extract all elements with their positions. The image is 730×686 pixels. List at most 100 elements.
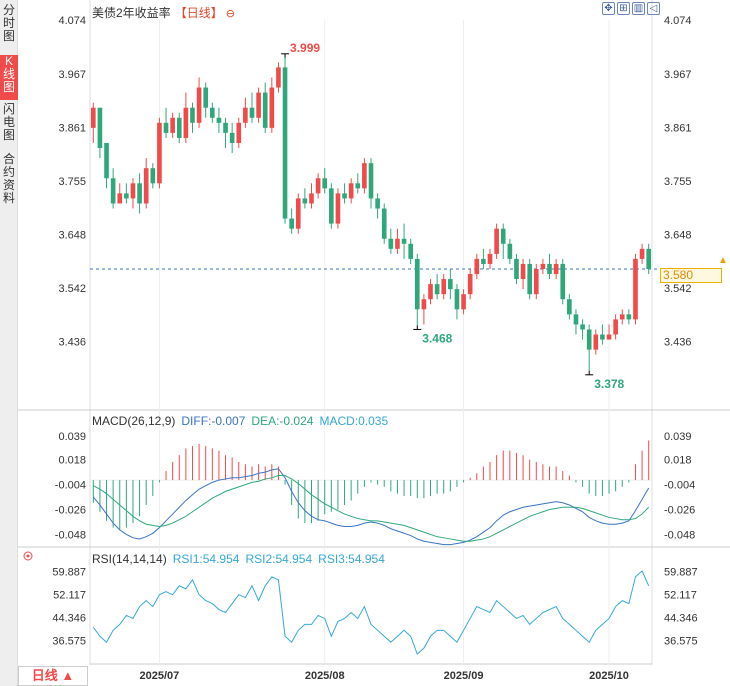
candle-body xyxy=(514,258,519,280)
tab-lightning[interactable]: 闪电图 xyxy=(2,102,15,142)
price-tick-right: 4.074 xyxy=(664,15,692,27)
candle-body xyxy=(461,294,466,310)
candle-body xyxy=(176,117,182,138)
candle-body xyxy=(163,122,169,133)
candle-body xyxy=(249,107,255,118)
period-button[interactable]: 日线 ▲ xyxy=(18,666,88,686)
tab-contract-info[interactable]: 合约资料 xyxy=(2,152,15,205)
candle-body xyxy=(329,188,334,224)
candle-body xyxy=(362,163,367,189)
candle-body xyxy=(441,279,447,295)
price-tick-left: 3.861 xyxy=(58,122,86,134)
candle-body xyxy=(414,258,420,310)
candle-body xyxy=(335,193,341,224)
price-tick-left: 3.755 xyxy=(58,176,86,188)
candle-body xyxy=(600,334,605,340)
candle-body xyxy=(157,122,162,184)
candle-body xyxy=(236,122,242,143)
rsi-header: RSI(14,14,14) RSI1:54.954 RSI2:54.954 RSI3:… xyxy=(92,552,385,566)
candle-body xyxy=(322,178,328,189)
macd-value: MACD:0.035 xyxy=(319,414,389,428)
period-icon[interactable]: ▥ xyxy=(632,2,645,15)
candle-body xyxy=(527,263,532,295)
candle-body xyxy=(454,289,460,310)
candle-body xyxy=(315,178,321,194)
candle-body xyxy=(130,183,136,199)
candle-body xyxy=(639,248,645,259)
price-tick-right: 3.436 xyxy=(664,337,692,349)
candle-body xyxy=(117,193,123,204)
candle-body xyxy=(580,324,585,330)
rsi3-value: RSI3:54.954 xyxy=(318,552,385,566)
grid xyxy=(18,0,730,665)
rsi-line xyxy=(92,570,650,655)
price-tick-left: 3.436 xyxy=(58,337,86,349)
rsi-tick-right: 44.346 xyxy=(664,612,698,624)
macd-histogram xyxy=(92,440,650,530)
rsi-tick-right: 36.575 xyxy=(664,635,698,647)
candle-body xyxy=(223,122,228,133)
candle-body xyxy=(547,263,552,275)
candle-body xyxy=(500,228,506,244)
macd-tick-left: -0.048 xyxy=(55,529,86,541)
dea-value: DEA:-0.024 xyxy=(251,414,314,428)
instrument-title: 美债2年收益率 xyxy=(92,6,171,20)
rsi-tick-left: 44.346 xyxy=(52,612,86,624)
candle-body xyxy=(448,279,453,290)
dea-line xyxy=(93,475,650,542)
candle-body xyxy=(203,87,209,108)
x-tick-label: 2025/10 xyxy=(589,670,629,682)
rsi-tick-right: 52.117 xyxy=(664,589,697,601)
price-tick-right: 3.755 xyxy=(664,176,692,188)
x-tick-label: 2025/08 xyxy=(305,670,345,682)
candle-body xyxy=(401,238,407,244)
candle-body xyxy=(646,248,652,269)
candle-body xyxy=(467,274,473,295)
zoom-in-icon[interactable]: ⊞ xyxy=(617,2,630,15)
candle-body xyxy=(593,334,599,350)
candle-body xyxy=(474,258,480,275)
tab-time-sharing[interactable]: 分时图 xyxy=(2,3,15,43)
price-tick-right: 3.967 xyxy=(664,69,692,81)
extreme-label: 3.378 xyxy=(594,377,624,391)
candle-body xyxy=(342,193,347,199)
macd-tick-left: -0.026 xyxy=(55,505,86,517)
candle-body xyxy=(428,284,433,300)
macd-header: MACD(26,12,9) DIFF:-0.007 DEA:-0.024 MACD:0… xyxy=(92,414,388,428)
candle-body xyxy=(553,263,559,275)
candle-body xyxy=(309,193,314,204)
candle-body xyxy=(282,67,288,219)
candle-body xyxy=(487,253,493,264)
candle-body xyxy=(229,132,235,143)
extreme-label: 3.999 xyxy=(290,41,320,55)
chart-toolbar: ✥ ⊞ ▥ ◁ xyxy=(600,2,660,16)
axis-labels: 4.074 4.074 3.967 3.967 3.861 3.861 3.755 3.755… xyxy=(23,15,698,682)
candle-body xyxy=(540,263,546,269)
move-icon[interactable]: ✥ xyxy=(602,2,615,15)
candle-body xyxy=(262,92,268,128)
macd-tick-left: 0.039 xyxy=(58,431,86,443)
macd-tick-right: -0.026 xyxy=(664,505,695,517)
candle-body xyxy=(170,117,175,133)
candle-body xyxy=(481,258,486,264)
price-tick-left: 3.967 xyxy=(58,69,86,81)
price-header: 美债2年收益率 【日线】 ⊖ xyxy=(92,4,235,21)
settings-icon[interactable]: ⊖ xyxy=(225,8,235,20)
price-tick-right: 3.542 xyxy=(664,283,692,295)
candle-body xyxy=(375,198,380,209)
last-icon[interactable]: ◁ xyxy=(647,2,660,15)
candle-body xyxy=(143,168,149,204)
candle-body xyxy=(355,183,361,189)
rsi2-value: RSI2:54.954 xyxy=(245,552,313,566)
price-tick-left: 4.074 xyxy=(58,15,86,27)
candle-body xyxy=(421,299,427,310)
candle-body xyxy=(533,268,539,295)
last-price-label: 3.580 xyxy=(660,267,722,283)
candle-body xyxy=(90,107,96,128)
rsi-label: RSI(14,14,14) xyxy=(92,552,167,566)
candle-body xyxy=(395,238,400,249)
price-tick-left: 3.648 xyxy=(58,230,86,242)
price-tick-right: 3.648 xyxy=(664,230,692,242)
